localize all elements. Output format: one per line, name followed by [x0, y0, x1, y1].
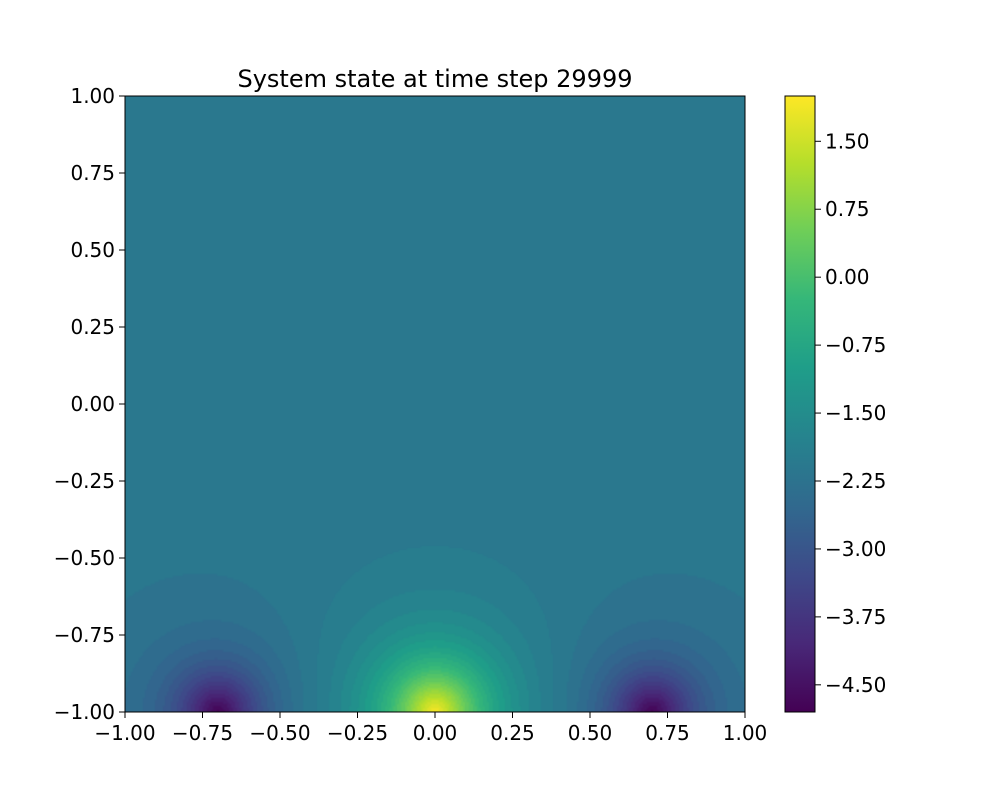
y-tick-label: 0.75: [70, 161, 115, 185]
colorbar-tick-label: 0.75: [825, 197, 870, 221]
x-axis: −1.00 −0.75 −0.50 −0.25 0.00 0.25 0.50 0.75 1.00: [94, 712, 767, 745]
x-tick-label: −1.00: [94, 721, 155, 745]
y-tick-label: −0.25: [54, 469, 115, 493]
x-tick-label: 0.25: [490, 721, 535, 745]
x-tick-label: 0.00: [413, 721, 458, 745]
y-tick-label: 0.50: [70, 238, 115, 262]
colorbar-tick-label: 0.00: [825, 265, 870, 289]
y-tick-label: 0.25: [70, 315, 115, 339]
x-tick-label: 0.75: [645, 721, 690, 745]
x-tick-label: −0.75: [172, 721, 233, 745]
colorbar-tick-label: −4.50: [825, 673, 886, 697]
y-tick-label: −1.00: [54, 700, 115, 724]
y-tick-label: 0.00: [70, 392, 115, 416]
y-tick-label: −0.50: [54, 546, 115, 570]
x-tick-label: −0.50: [249, 721, 310, 745]
colorbar-tick-label: −1.50: [825, 401, 886, 425]
colorbar-tick-label: −3.00: [825, 537, 886, 561]
colorbar: −4.50 −3.75 −3.00 −2.25 −1.50 −0.75 0.00 0.75 1.…: [784, 95, 886, 713]
x-tick-label: 0.50: [568, 721, 613, 745]
heatmap-field: [125, 96, 745, 712]
colorbar-gradient: [784, 95, 816, 713]
colorbar-tick-label: −2.25: [825, 469, 886, 493]
colorbar-tick-label: −0.75: [825, 333, 886, 357]
y-tick-label: 1.00: [70, 84, 115, 108]
y-axis: −1.00 −0.75 −0.50 −0.25 0.00 0.25 0.50 0.75 1.00: [54, 84, 125, 724]
x-tick-label: −0.25: [327, 721, 388, 745]
colorbar-tick-label: 1.50: [825, 129, 870, 153]
colorbar-ticks: −4.50 −3.75 −3.00 −2.25 −1.50 −0.75 0.00 0.75 1.…: [815, 129, 886, 697]
heatmap-area: [124, 95, 746, 713]
colorbar-tick-label: −3.75: [825, 605, 886, 629]
y-tick-label: −0.75: [54, 623, 115, 647]
x-tick-label: 1.00: [723, 721, 768, 745]
chart-title: System state at time step 29999: [237, 65, 632, 93]
